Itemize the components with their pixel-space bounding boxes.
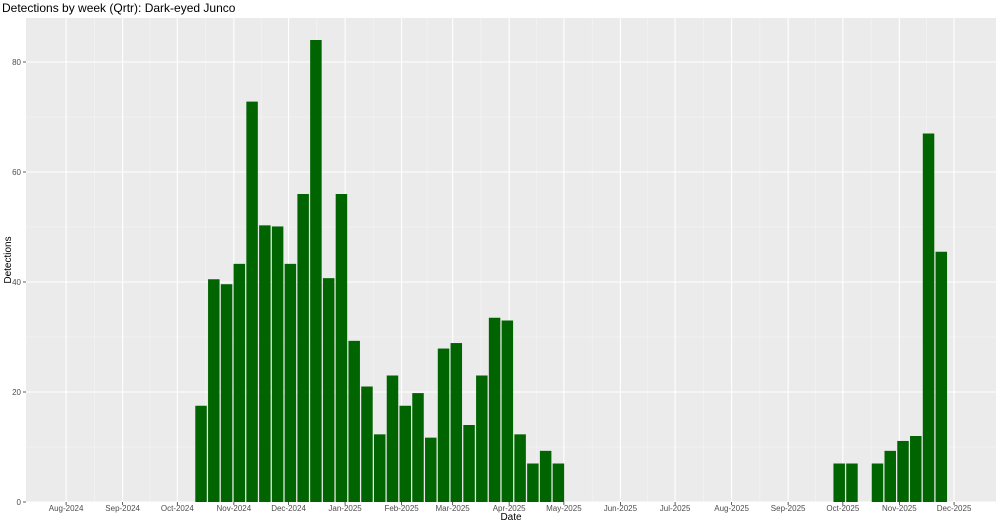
bar xyxy=(884,450,896,502)
bar xyxy=(399,405,411,502)
bar xyxy=(233,263,246,502)
bar xyxy=(373,434,386,502)
bar xyxy=(476,375,488,502)
x-tick-label: Jan-2025 xyxy=(328,504,362,513)
x-axis: Aug-2024 Sep-2024 Oct-2024 Nov-2024 Dec-2024… xyxy=(49,502,972,513)
bar xyxy=(463,425,475,502)
bar xyxy=(310,40,322,502)
bar xyxy=(322,278,335,502)
bar xyxy=(514,434,526,502)
y-tick-label: 80 xyxy=(12,58,21,67)
x-tick-label: Sep-2024 xyxy=(105,504,140,513)
bar xyxy=(871,463,884,502)
bar xyxy=(935,251,948,502)
bar xyxy=(450,343,463,502)
x-tick-label: Apr-2025 xyxy=(493,504,526,513)
x-tick-label: May-2025 xyxy=(546,504,582,513)
bar xyxy=(910,436,922,502)
x-tick-label: Dec-2024 xyxy=(271,504,306,513)
bar-series xyxy=(195,40,948,502)
bar xyxy=(271,226,284,502)
y-tick-label: 40 xyxy=(12,278,21,287)
bar xyxy=(348,340,360,502)
x-tick-label: Aug-2024 xyxy=(49,504,84,513)
y-axis-title: Detections xyxy=(3,236,14,283)
bar xyxy=(361,386,373,502)
x-tick-label: Jul-2025 xyxy=(660,504,691,513)
x-tick-label: Mar-2025 xyxy=(436,504,471,513)
chart-title: Detections by week (Qrtr): Dark-eyed Jun… xyxy=(2,1,236,15)
bar xyxy=(335,194,348,502)
bar xyxy=(897,440,909,502)
y-axis: 0 20 40 60 80 xyxy=(12,58,26,507)
bar xyxy=(922,133,935,502)
bar xyxy=(297,194,309,502)
bar xyxy=(437,348,450,502)
bar xyxy=(284,263,297,502)
bar xyxy=(552,463,565,502)
bar xyxy=(425,437,437,502)
x-tick-label: Sep-2025 xyxy=(771,504,806,513)
bar xyxy=(386,375,399,502)
x-tick-label: Nov-2024 xyxy=(217,504,252,513)
y-tick-label: 60 xyxy=(12,168,21,177)
x-tick-label: Oct-2024 xyxy=(161,504,194,513)
bar xyxy=(220,284,233,502)
bar xyxy=(846,463,858,502)
bar xyxy=(208,279,220,502)
bar xyxy=(501,320,514,502)
x-axis-title: Date xyxy=(500,512,522,523)
bar xyxy=(527,463,539,502)
bar xyxy=(412,393,424,502)
bar xyxy=(246,101,258,502)
x-tick-label: Dec-2025 xyxy=(937,504,972,513)
x-tick-label: Oct-2025 xyxy=(826,504,859,513)
bar xyxy=(488,317,501,502)
x-tick-label: Jun-2025 xyxy=(604,504,638,513)
y-tick-label: 20 xyxy=(12,388,21,397)
bar xyxy=(259,225,271,502)
bar xyxy=(539,450,552,502)
x-tick-label: Feb-2025 xyxy=(384,504,419,513)
y-tick-label: 0 xyxy=(17,498,22,507)
bar xyxy=(833,463,845,502)
x-tick-label: Aug-2025 xyxy=(714,504,749,513)
bar xyxy=(195,405,207,502)
x-tick-label: Nov-2025 xyxy=(882,504,917,513)
